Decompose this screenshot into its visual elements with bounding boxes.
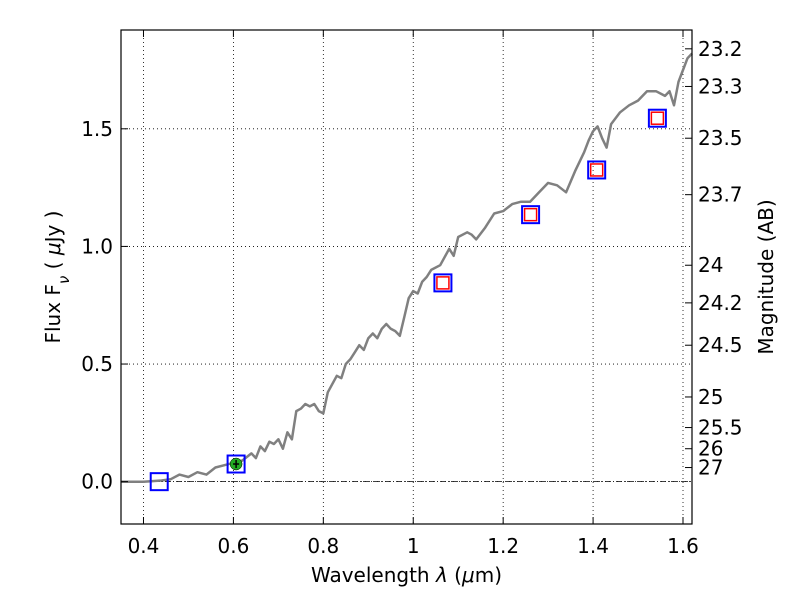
- x-tick-label: 1.4: [577, 534, 609, 558]
- series-layer: [121, 52, 693, 492]
- plot-frame: [120, 29, 693, 525]
- observed-photometry-marker: [433, 273, 453, 293]
- model-photometry-marker: [436, 276, 450, 290]
- model-spectrum-line: [121, 52, 693, 483]
- x-axis-label: Wavelength λ (μm): [311, 563, 502, 587]
- observed-photometry-marker: [587, 160, 607, 180]
- y-tick-label: 1.5: [81, 117, 113, 141]
- y-tick-label: 0.5: [81, 352, 113, 376]
- right-tick-label: 25: [698, 385, 723, 409]
- y-tick-label: 1.0: [81, 234, 113, 258]
- grid-layer: [121, 30, 692, 524]
- x-tick-label: 1.2: [487, 534, 519, 558]
- right-axis-label: Magnitude (AB): [754, 199, 778, 354]
- right-tick-label: 27: [698, 456, 723, 480]
- x-tick-label: 1: [407, 534, 420, 558]
- right-tick-label: 23.3: [698, 74, 743, 98]
- x-tick-label: 0.6: [217, 534, 249, 558]
- y-axis-label: Flux Fν ( μJy ): [41, 211, 73, 344]
- y-tick-label: 0.0: [81, 470, 113, 494]
- right-tick-label: 23.5: [698, 126, 743, 150]
- right-tick-label: 23.7: [698, 183, 743, 207]
- observed-photometry-marker: [647, 108, 667, 128]
- x-tick-label: 0.4: [128, 534, 160, 558]
- right-tick-label: 24.5: [698, 333, 743, 357]
- observed-photometry-marker: [226, 454, 246, 474]
- right-tick-label: 24: [698, 253, 723, 277]
- right-tick-label: 24.2: [698, 291, 743, 315]
- model-photometry-marker: [523, 207, 538, 222]
- tick-layer: 0.4 0.6 0.8 1 1.2 1.4 1.6 0.0 0.5 1.0 1.5 23.2 23.3 2…: [81, 30, 743, 558]
- model-photometry-marker: [589, 163, 604, 177]
- x-tick-label: 1.6: [667, 534, 699, 558]
- observed-photometry-marker: [149, 472, 169, 492]
- right-tick-label: 26: [698, 437, 723, 461]
- right-tick-label: 23.2: [698, 37, 743, 61]
- x-tick-label: 0.8: [307, 534, 339, 558]
- model-photometry-marker: [650, 111, 665, 125]
- observed-photometry-marker: [521, 205, 541, 225]
- right-tick-label: 25.5: [698, 416, 743, 440]
